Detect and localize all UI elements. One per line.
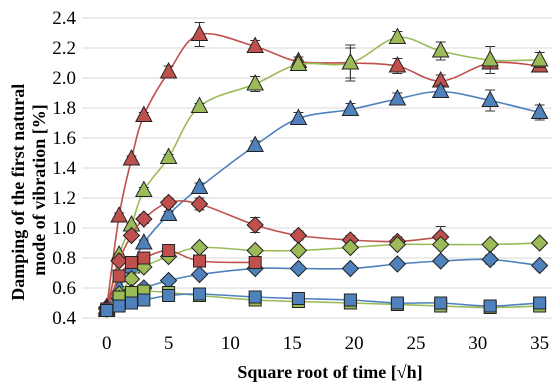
diamond-marker — [190, 265, 209, 284]
diamond-marker — [289, 241, 308, 260]
triangle-marker — [289, 108, 308, 125]
x-tick-label: 5 — [164, 333, 174, 354]
diamond-marker — [190, 195, 209, 213]
y-axis-label: Damping of the first natural mode of vib… — [8, 79, 49, 301]
y-tick-label: 1.6 — [52, 128, 76, 149]
square-marker — [124, 296, 138, 310]
y-tick-label: 1.4 — [52, 158, 76, 179]
diamond-marker — [481, 235, 499, 254]
triangle-marker — [388, 88, 407, 106]
square-marker — [137, 251, 151, 265]
triangle-marker — [110, 205, 128, 223]
diamond-marker — [122, 226, 141, 245]
square-marker — [434, 296, 448, 310]
triangle-marker — [431, 81, 450, 98]
triangle-marker — [122, 148, 141, 166]
triangle-marker — [246, 73, 264, 91]
square-marker — [483, 299, 497, 313]
triangle-marker — [159, 147, 178, 164]
triangle-marker — [481, 49, 499, 67]
y-axis-tick-labels: 0.4 0.6 0.8 1.0 1.2 1.4 1.6 1.8 2.0 2.2 2.4 — [52, 8, 76, 329]
square-marker — [248, 256, 262, 269]
diamond-marker — [159, 193, 178, 212]
diamond-marker — [110, 252, 128, 270]
y-tick-label: 1.0 — [52, 218, 76, 239]
square-marker — [100, 304, 114, 317]
x-axis-tick-labels: 0 5 10 15 20 25 30 35 — [102, 333, 549, 354]
y-tick-label: 2.0 — [52, 68, 76, 89]
diamond-marker — [341, 238, 360, 257]
x-tick-label: 10 — [221, 333, 240, 354]
square-marker — [343, 293, 357, 307]
x-axis-label: Square root of time [√h] — [237, 362, 422, 382]
triangle-marker — [431, 40, 450, 58]
triangle-marker — [159, 204, 178, 221]
square-marker — [248, 290, 262, 304]
square-marker — [112, 269, 126, 283]
y-tick-label: 0.4 — [52, 308, 76, 329]
diamond-marker — [530, 234, 549, 252]
triangle-marker — [135, 180, 153, 197]
y-tick-label: 0.6 — [52, 278, 76, 299]
diamond-marker — [481, 250, 499, 269]
diamond-marker — [341, 259, 360, 278]
diamond-marker — [388, 235, 407, 254]
x-tick-label: 30 — [468, 333, 487, 354]
triangle-marker — [190, 96, 209, 113]
triangle-marker — [246, 36, 264, 53]
y-tick-label: 2.2 — [52, 38, 76, 59]
triangle-marker — [530, 102, 549, 119]
diamond-marker — [289, 259, 308, 278]
x-tick-label: 0 — [102, 333, 112, 354]
x-tick-label: 15 — [283, 333, 302, 354]
triangle-marker — [159, 61, 178, 79]
square-marker — [162, 289, 176, 302]
diamond-marker — [289, 226, 308, 245]
diamond-marker — [388, 255, 407, 273]
triangle-marker — [135, 105, 153, 122]
square-marker — [162, 244, 176, 257]
triangle-marker — [135, 232, 153, 250]
diamond-marker — [190, 238, 209, 257]
diamond-marker — [246, 216, 264, 234]
square-marker — [112, 299, 126, 313]
triangle-marker — [388, 27, 407, 44]
diamond-marker — [530, 256, 549, 275]
triangle-marker — [341, 99, 360, 116]
triangle-marker — [289, 54, 308, 71]
triangle-marker — [481, 90, 499, 107]
triangle-marker — [341, 52, 360, 70]
square-marker — [124, 256, 138, 269]
y-tick-label: 1.2 — [52, 188, 76, 209]
diamond-marker — [431, 252, 450, 270]
series-group — [97, 22, 549, 318]
y-axis-label-line-2: mode of vibration [%] — [29, 104, 49, 275]
square-marker — [291, 292, 305, 305]
square-marker — [390, 296, 404, 310]
square-marker — [533, 296, 547, 310]
x-tick-label: 35 — [530, 333, 549, 354]
triangle-marker — [246, 135, 264, 152]
triangle-marker — [190, 24, 209, 41]
square-marker — [193, 254, 206, 268]
y-axis-label-line-1: Damping of the first natural — [8, 84, 28, 301]
x-tick-label: 25 — [406, 333, 425, 354]
triangle-marker — [388, 55, 407, 73]
square-marker — [193, 287, 206, 301]
square-marker — [137, 293, 151, 307]
triangle-marker — [530, 49, 549, 67]
y-tick-label: 1.8 — [52, 98, 76, 119]
series-9 — [100, 287, 547, 317]
x-tick-label: 20 — [345, 333, 364, 354]
y-tick-label: 0.8 — [52, 248, 76, 269]
triangle-marker — [190, 177, 209, 194]
diamond-marker — [135, 210, 153, 228]
y-tick-label: 2.4 — [52, 8, 76, 29]
